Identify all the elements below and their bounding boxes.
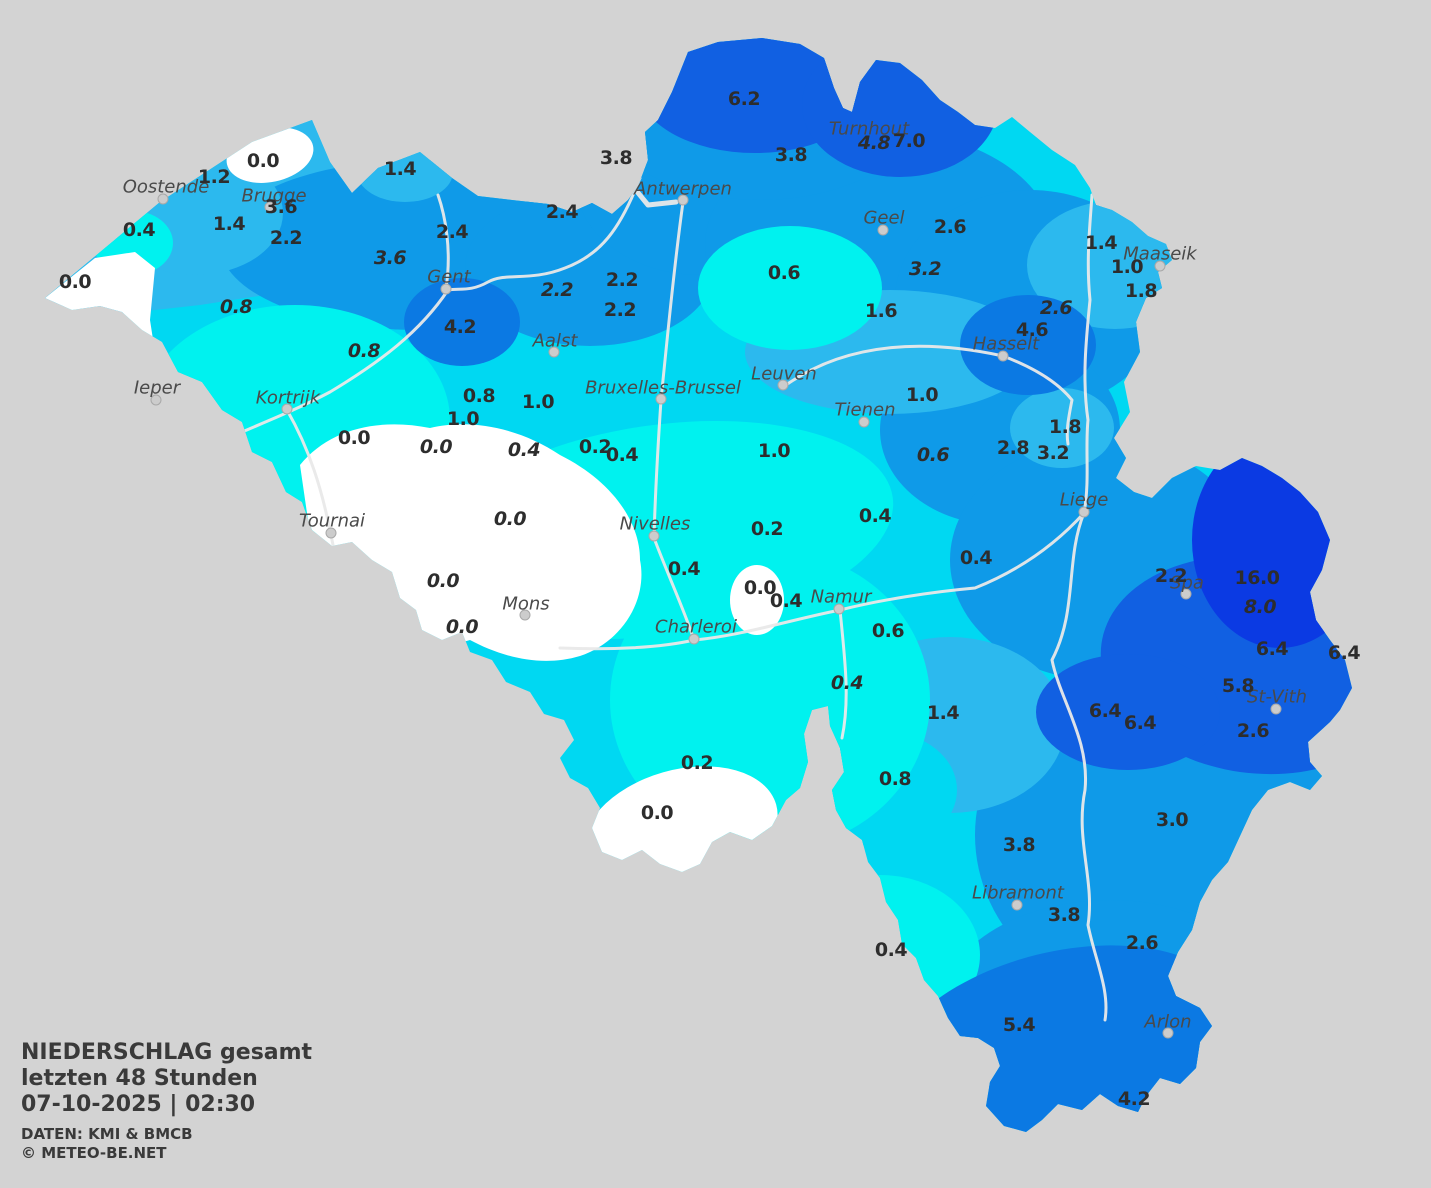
river-meuse-south (838, 608, 848, 740)
map-date-time: 07-10-2025 | 02:30 (21, 1092, 256, 1117)
map-title-line1: NIEDERSCHLAG gesamt (21, 1040, 313, 1065)
data-source: DATEN: KMI & BMCB (21, 1125, 193, 1143)
copyright: © METEO-BE.NET (21, 1144, 167, 1162)
precip-zone (404, 278, 520, 366)
river-gent-canal (436, 193, 450, 290)
map-title-line2: letzten 48 Stunden (21, 1066, 258, 1091)
precip-zone (1036, 654, 1220, 770)
river-brussels-axis (652, 200, 696, 642)
precip-zone (1010, 388, 1114, 468)
precip-zone (960, 295, 1096, 395)
precip-zone-dry (730, 565, 784, 635)
river-sambre-meuse (558, 193, 1094, 651)
river-schelde-leie (240, 176, 642, 434)
title-block: NIEDERSCHLAG gesamt letzten 48 Stunden 0… (21, 1040, 312, 1163)
river-albert-canal (784, 344, 1074, 446)
title-spacer (21, 1118, 312, 1125)
river-lines (240, 147, 1108, 1022)
precip-zone (698, 226, 882, 350)
river-ourthe (1050, 511, 1108, 1022)
